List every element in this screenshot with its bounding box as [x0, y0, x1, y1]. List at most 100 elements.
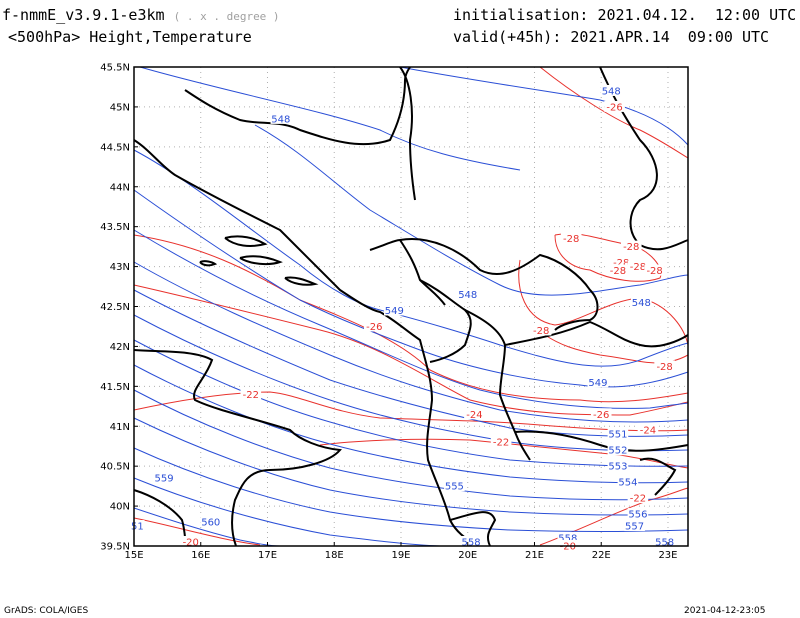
height-contour: [133, 149, 689, 367]
height-contour: [133, 364, 689, 484]
units-label: ( . x . degree ): [173, 10, 280, 23]
height-contour-label: 548: [458, 290, 477, 301]
border-hungary: [399, 66, 416, 201]
temperature-contour-label: -26: [606, 102, 622, 113]
border-bosnia: [369, 238, 446, 306]
island-4: [199, 260, 218, 267]
height-contour-label-bg: [384, 304, 405, 316]
border-macedonia: [504, 320, 689, 348]
lat-tick-label: 45N: [110, 102, 130, 113]
valid-value: 2021.APR.14 09:00 UTC: [570, 28, 770, 46]
height-contour-label: 51: [131, 522, 144, 533]
temperature-contour-label-bg: [363, 320, 385, 332]
valid-label: valid(+45h):: [453, 28, 562, 46]
height-contour-label: 559: [154, 474, 173, 485]
height-contour-label: 551: [608, 430, 627, 441]
temperature-contour-label: -28: [610, 266, 626, 277]
temperature-contour-label: -24: [640, 426, 656, 437]
temp-contour: [539, 66, 689, 159]
height-contour-label-bg: [627, 508, 649, 520]
coastline-italy-heel: [133, 489, 187, 547]
lon-tick-label: 23E: [658, 550, 677, 561]
coastline-greece: [449, 511, 497, 547]
island-2: [239, 255, 283, 266]
lon-tick-label: 20E: [458, 550, 477, 561]
height-contour-label: 558: [655, 538, 674, 549]
temperature-contour-label-bg: [490, 436, 512, 448]
height-contour: [133, 339, 689, 467]
height-contour-label: 552: [608, 446, 627, 457]
temperature-contour-label-bg: [180, 536, 202, 548]
height-contour: [133, 314, 689, 452]
init-label: initialisation:: [453, 6, 589, 24]
lon-tick-label: 18E: [325, 550, 344, 561]
temperature-contour-label: -22: [630, 494, 646, 505]
temp-contour: [133, 391, 689, 432]
height-contour-label-bg: [444, 480, 465, 492]
temp-contour: [518, 259, 689, 346]
height-contour-label-bg: [607, 428, 629, 440]
temperature-contour-label: -26: [593, 410, 609, 421]
lon-tick-label: 17E: [258, 550, 277, 561]
temp-contour: [544, 334, 689, 364]
lat-tick-label: 41.5N: [100, 382, 130, 393]
temperature-contour-label: -20: [560, 542, 576, 553]
temperature-contour-label-bg: [627, 492, 649, 504]
lat-tick-label: 42.5N: [100, 302, 130, 313]
height-contour-label-bg: [600, 84, 622, 96]
footer-credit: GrADS: COLA/IGES: [4, 606, 89, 616]
temperature-contour-label-bg: [560, 232, 582, 244]
model-name: f-nmmE_v3.9.1-e3km: [2, 6, 165, 24]
height-contour-label: 556: [628, 510, 647, 521]
valid-line: valid(+45h): 2021.APR.14 09:00 UTC: [453, 28, 769, 46]
height-contour: [133, 289, 689, 437]
temperature-contour-label: -28: [563, 234, 579, 245]
height-contour-label-bg: [457, 288, 479, 300]
temperature-contour-label-bg: [590, 408, 612, 420]
height-contour-label-bg: [130, 520, 145, 532]
height-contour-label: 549: [588, 378, 607, 389]
lat-tick-label: 39.5N: [100, 542, 130, 553]
height-contour-label-bg: [200, 516, 222, 528]
height-contour: [133, 189, 689, 388]
height-contour-label-bg: [654, 536, 675, 548]
temperature-contour-label-bg: [627, 260, 649, 272]
lon-tick-label: 21E: [525, 550, 544, 561]
map-frame: [133, 66, 689, 547]
border-albania-east: [464, 309, 531, 461]
temperature-contour-label: -26: [366, 322, 382, 333]
temperature-contour-label-bg: [530, 324, 552, 336]
height-contour: [133, 447, 689, 532]
coastline-balkan: [133, 139, 481, 547]
height-contour: [139, 66, 521, 171]
temperature-contour-label: -28: [623, 242, 639, 253]
height-contour-label-bg: [607, 444, 629, 456]
coastline-pelop: [639, 457, 677, 496]
temperature-contour-label-bg: [610, 256, 632, 268]
temperature-contour-label: -28: [533, 326, 549, 337]
height-contour-label-bg: [153, 472, 175, 484]
height-contour-label: 554: [618, 478, 637, 489]
height-contour-label: 560: [201, 518, 220, 529]
height-contour: [399, 66, 689, 146]
lat-tick-label: 41N: [110, 422, 130, 433]
model-title: f-nmmE_v3.9.1-e3km ( . x . degree ): [2, 6, 280, 24]
lat-tick-label: 40.5N: [100, 462, 130, 473]
height-contour-label: 553: [608, 462, 627, 473]
height-contour-label-bg: [270, 112, 292, 124]
height-contour-label: 548: [632, 298, 651, 309]
init-line: initialisation: 2021.04.12. 12:00 UTC: [453, 6, 796, 24]
height-contour: [133, 389, 689, 501]
height-contour-label: 558: [558, 534, 577, 545]
lat-tick-label: 42N: [110, 342, 130, 353]
height-contour: [133, 261, 689, 423]
init-value: 2021.04.12. 12:00 UTC: [597, 6, 797, 24]
temperature-contour-label: -22: [243, 390, 259, 401]
temp-contour: [133, 284, 689, 416]
border-montenegro: [419, 279, 472, 363]
temperature-contour-label-bg: [240, 388, 262, 400]
border-serbia: [399, 238, 599, 331]
temperature-contour-label-bg: [644, 264, 665, 276]
temp-contour: [554, 233, 662, 282]
height-contour: [254, 124, 689, 296]
